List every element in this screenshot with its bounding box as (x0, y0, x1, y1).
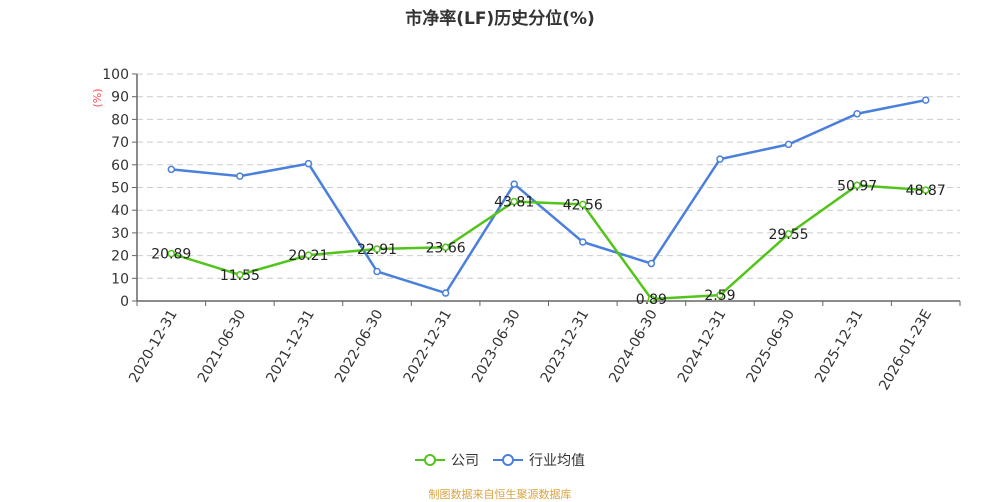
x-tick-label: 2020-12-31 (126, 307, 181, 385)
y-tick-label: 80 (111, 112, 129, 128)
y-tick-label: 0 (120, 294, 129, 310)
legend: 公司 行业均值 (0, 450, 1000, 470)
data-point[interactable] (647, 295, 656, 303)
data-label: 42.56 (563, 197, 603, 213)
data-point[interactable] (784, 140, 793, 149)
data-label: 50.97 (837, 178, 877, 194)
data-point[interactable] (441, 243, 450, 252)
data-label: 48.87 (906, 183, 946, 199)
data-point[interactable] (921, 186, 930, 194)
x-tick-label: 2023-12-31 (538, 307, 593, 385)
y-tick-label: 30 (111, 226, 129, 242)
y-tick-label: 90 (111, 90, 129, 106)
x-tick-label: 2021-06-30 (195, 307, 250, 385)
data-point[interactable] (167, 165, 176, 174)
data-label: 0.89 (636, 292, 667, 308)
legend-label-industry: 行业均值 (529, 453, 585, 469)
y-tick-label: 20 (111, 249, 129, 265)
y-tick-label: 100 (102, 67, 129, 83)
data-point[interactable] (510, 180, 518, 188)
data-label: 2.59 (704, 288, 735, 304)
x-tick-label: 2023-06-30 (469, 307, 524, 385)
data-point[interactable] (853, 181, 861, 190)
data-label: 11.55 (220, 268, 260, 284)
data-label: 20.21 (288, 248, 328, 264)
x-tick-label: 2025-06-30 (743, 307, 798, 385)
y-axis-unit: (%) (91, 88, 104, 107)
y-tick-label: 50 (111, 181, 129, 197)
data-label: 23.66 (426, 240, 466, 256)
data-point[interactable] (167, 249, 176, 258)
y-tick-label: 60 (111, 158, 129, 174)
data-point[interactable] (579, 200, 587, 209)
series-line (171, 98, 926, 295)
data-point[interactable] (510, 197, 518, 206)
chart-title: 市净率(LF)历史分位(%) (405, 9, 595, 29)
x-tick-label: 2026-01-23E (876, 307, 935, 393)
data-label: 43.81 (494, 195, 534, 211)
legend-label-company: 公司 (451, 453, 479, 469)
data-point[interactable] (853, 109, 861, 118)
data-point[interactable] (373, 267, 381, 276)
data-point[interactable] (304, 159, 313, 168)
data-label: 22.91 (357, 242, 397, 258)
x-tick-label: 2022-12-31 (401, 307, 456, 385)
data-point[interactable] (921, 96, 930, 104)
x-tick-label: 2024-12-31 (675, 307, 730, 385)
data-point[interactable] (647, 259, 656, 268)
series-line (170, 184, 926, 301)
y-tick-label: 70 (111, 135, 129, 151)
y-tick-label: 40 (111, 203, 129, 219)
legend-item-company[interactable]: 公司 (415, 450, 479, 470)
x-tick-label: 2021-12-31 (263, 307, 318, 385)
line-chart: 0 10 20 30 40 50 60 70 80 90 100 (%) 2020-12-31 2021-… (91, 67, 961, 393)
data-point[interactable] (373, 245, 381, 253)
x-tick-label: 2024-06-30 (606, 307, 661, 385)
data-point[interactable] (716, 291, 724, 299)
y-tick-label: 10 (111, 271, 129, 287)
x-tick-label: 2022-06-30 (332, 307, 387, 385)
x-tick-label: 2025-12-31 (812, 307, 867, 385)
legend-item-industry[interactable]: 行业均值 (493, 450, 585, 470)
data-point[interactable] (579, 238, 587, 246)
data-point[interactable] (236, 172, 244, 180)
legend-line-icon-industry (493, 454, 523, 466)
data-point[interactable] (716, 155, 724, 163)
data-point[interactable] (441, 289, 450, 297)
legend-line-icon-company (415, 454, 445, 466)
data-source-note: 制图数据来自恒生聚源数据库 (428, 488, 572, 501)
data-point[interactable] (236, 271, 244, 279)
data-label: 20.89 (151, 247, 191, 263)
data-point[interactable] (304, 251, 313, 259)
data-label: 29.55 (768, 227, 808, 243)
data-point[interactable] (784, 230, 793, 238)
